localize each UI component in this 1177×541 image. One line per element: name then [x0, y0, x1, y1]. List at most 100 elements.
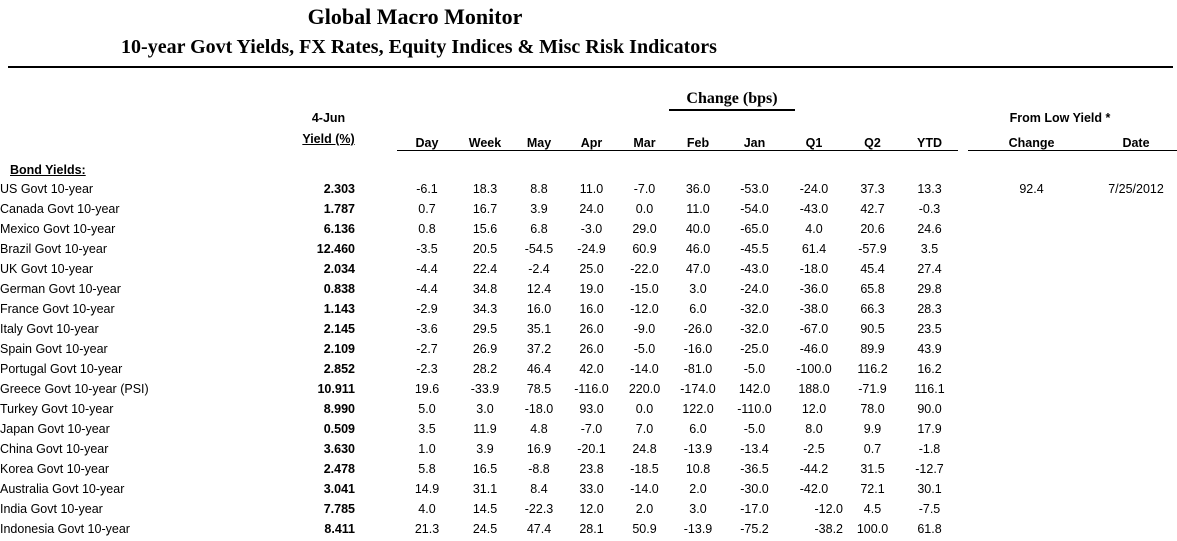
- from-low-yield-header: From Low Yield *: [1009, 111, 1111, 125]
- cell-day: 14.9: [414, 482, 440, 496]
- cell-ytd: 28.3: [917, 302, 942, 316]
- cell-week: 3.0: [476, 402, 494, 416]
- cell-q2: -57.9: [858, 242, 887, 256]
- low-change-value: [968, 199, 1095, 219]
- cell-mar: 2.0: [635, 502, 654, 516]
- cell-day: 4.0: [418, 502, 436, 516]
- cell-feb: -13.9: [683, 442, 713, 456]
- cell-week: 15.6: [472, 222, 498, 236]
- yield-header-label: Yield (%): [302, 132, 355, 146]
- cell-jan: -53.0: [740, 182, 769, 196]
- low-change-value: [968, 459, 1095, 479]
- cell-apr: 26.0: [579, 342, 604, 356]
- cell-q2: 65.8: [860, 282, 885, 296]
- table-row: Indonesia Govt 10-year 8.411 21.3 24.5 47.4 2…: [0, 519, 1177, 539]
- table-row: German Govt 10-year 0.838 -4.4 34.8 12.4 19.0…: [0, 279, 1177, 299]
- yield-value: 0.838: [323, 282, 355, 296]
- cell-apr: 42.0: [579, 362, 604, 376]
- table-row: China Govt 10-year 3.630 1.0 3.9 16.9 -20.1 24…: [0, 439, 1177, 459]
- low-date-value: [1095, 259, 1177, 279]
- cell-mar: -12.0: [630, 302, 659, 316]
- gap-spacer: [958, 399, 968, 419]
- gap-spacer: [958, 219, 968, 239]
- cell-may: 78.5: [526, 382, 552, 396]
- cell-feb: 6.0: [689, 302, 707, 316]
- yield-value: 3.630: [323, 442, 355, 456]
- cell-jan: -65.0: [740, 222, 769, 236]
- gap-spacer: [958, 379, 968, 399]
- table-row: Australia Govt 10-year 3.041 14.9 31.1 8.4 33…: [0, 479, 1177, 499]
- low-date-value: [1095, 339, 1177, 359]
- cell-day: -6.1: [416, 182, 438, 196]
- cell-may: 37.2: [526, 342, 552, 356]
- cell-apr: 93.0: [579, 402, 604, 416]
- yield-value: 8.990: [323, 402, 355, 416]
- cell-mar: -15.0: [630, 282, 659, 296]
- cell-may: -18.0: [524, 402, 554, 416]
- cell-apr: 25.0: [579, 262, 604, 276]
- cell-feb: -174.0: [680, 382, 716, 396]
- cell-may: 47.4: [526, 522, 552, 536]
- gap-spacer: [958, 179, 968, 199]
- col-header-day: Day: [397, 130, 457, 151]
- low-date-value: [1095, 499, 1177, 519]
- cell-week: 16.5: [472, 462, 498, 476]
- gap-spacer: [958, 199, 968, 219]
- cell-jan: -54.0: [740, 202, 769, 216]
- table-row: Greece Govt 10-year (PSI) 10.911 19.6 -33.9…: [0, 379, 1177, 399]
- gap-spacer: [958, 499, 968, 519]
- col-header-mar: Mar: [618, 130, 671, 151]
- cell-ytd: 116.1: [914, 382, 945, 396]
- cell-mar: -14.0: [630, 362, 659, 376]
- cell-feb: -26.0: [683, 322, 713, 336]
- cell-q2: 42.7: [860, 202, 885, 216]
- cell-week: 16.7: [472, 202, 498, 216]
- cell-q2: 90.5: [860, 322, 885, 336]
- row-label: Greece Govt 10-year (PSI): [0, 382, 149, 396]
- cell-day: -4.4: [416, 282, 438, 296]
- row-label: Italy Govt 10-year: [0, 322, 99, 336]
- change-bps-group-header: Change (bps): [669, 90, 795, 111]
- low-date-value: [1095, 399, 1177, 419]
- column-header-row: Day Week May Apr Mar Feb Jan Q1 Q2 YTD C…: [0, 130, 1177, 151]
- cell-day: -2.7: [416, 342, 438, 356]
- cell-feb: 3.0: [689, 502, 707, 516]
- cell-may: 8.8: [530, 182, 548, 196]
- cell-week: 31.1: [472, 482, 498, 496]
- row-label-header-spacer: [0, 130, 280, 151]
- cell-mar: -18.5: [630, 462, 659, 476]
- gap-spacer: [355, 319, 397, 339]
- low-date-value: [1095, 319, 1177, 339]
- row-label: Portugal Govt 10-year: [0, 362, 123, 376]
- cell-feb: 6.0: [689, 422, 707, 436]
- cell-week: 28.2: [472, 362, 498, 376]
- cell-apr: -20.1: [577, 442, 606, 456]
- cell-q2: 78.0: [860, 402, 885, 416]
- row-label: China Govt 10-year: [0, 442, 109, 456]
- cell-jan: -45.5: [740, 242, 769, 256]
- table-row: Turkey Govt 10-year 8.990 5.0 3.0 -18.0 93.0 0…: [0, 399, 1177, 419]
- low-change-value: [968, 279, 1095, 299]
- cell-ytd: 29.8: [917, 282, 942, 296]
- cell-week: 3.9: [476, 442, 494, 456]
- cell-week: 29.5: [472, 322, 498, 336]
- gap-spacer: [355, 459, 397, 479]
- yield-value: 1.787: [323, 202, 355, 216]
- cell-apr: 11.0: [579, 182, 604, 196]
- cell-week: 11.9: [473, 422, 497, 436]
- low-change-value: [968, 319, 1095, 339]
- cell-day: 0.7: [418, 202, 436, 216]
- gap-spacer: [958, 319, 968, 339]
- cell-may: 46.4: [526, 362, 552, 376]
- low-date-value: [1095, 479, 1177, 499]
- cell-ytd: 27.4: [917, 262, 942, 276]
- page-title: Global Macro Monitor: [307, 4, 523, 29]
- gap-spacer: [355, 130, 397, 151]
- yield-value: 2.303: [323, 182, 355, 196]
- cell-apr: 33.0: [579, 482, 604, 496]
- yield-value: 8.411: [324, 522, 355, 536]
- col-header-date: Date: [1095, 130, 1177, 151]
- cell-week: 26.9: [472, 342, 498, 356]
- cell-q1: 188.0: [798, 382, 830, 396]
